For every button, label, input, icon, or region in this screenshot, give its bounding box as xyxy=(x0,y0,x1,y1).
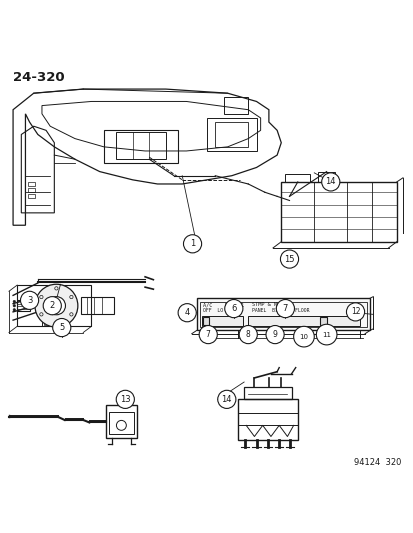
Bar xyxy=(237,399,297,440)
Circle shape xyxy=(183,235,201,253)
Circle shape xyxy=(54,303,59,308)
Circle shape xyxy=(346,303,364,321)
Circle shape xyxy=(199,326,217,344)
Bar xyxy=(27,195,35,198)
Text: 13: 13 xyxy=(120,395,130,404)
Bar xyxy=(285,174,309,182)
Text: 6: 6 xyxy=(230,304,236,313)
Bar xyxy=(199,302,366,327)
Bar xyxy=(248,317,359,326)
Circle shape xyxy=(178,304,196,322)
Text: 2: 2 xyxy=(50,301,55,310)
Text: 3: 3 xyxy=(27,296,32,305)
Bar xyxy=(116,132,165,159)
Bar xyxy=(44,318,64,325)
Circle shape xyxy=(321,173,339,191)
Circle shape xyxy=(21,291,38,310)
Bar xyxy=(106,405,137,438)
Circle shape xyxy=(43,297,61,315)
Text: 14: 14 xyxy=(221,395,232,404)
Bar xyxy=(318,172,334,182)
Text: STMP & NOSE: STMP & NOSE xyxy=(252,302,286,308)
Bar xyxy=(17,300,30,311)
Bar xyxy=(196,298,369,330)
Bar xyxy=(320,317,326,325)
Text: 7: 7 xyxy=(205,330,210,339)
Text: 9: 9 xyxy=(272,330,277,339)
Text: 12: 12 xyxy=(350,308,359,317)
Bar xyxy=(201,317,242,326)
Circle shape xyxy=(224,300,242,318)
Circle shape xyxy=(13,304,16,307)
Circle shape xyxy=(116,390,134,408)
Bar xyxy=(109,412,133,434)
Circle shape xyxy=(266,326,283,344)
Circle shape xyxy=(293,326,313,347)
Bar xyxy=(81,297,114,314)
Bar xyxy=(42,316,66,326)
Circle shape xyxy=(217,390,235,408)
Circle shape xyxy=(35,284,78,327)
Text: 14: 14 xyxy=(325,177,335,187)
Circle shape xyxy=(47,297,65,315)
Circle shape xyxy=(275,300,294,318)
Bar xyxy=(223,98,248,114)
Text: 11: 11 xyxy=(321,332,330,337)
Text: 10: 10 xyxy=(299,334,308,340)
Text: 15: 15 xyxy=(284,255,294,264)
Bar xyxy=(280,182,396,242)
Text: OFF  LO  HI: OFF LO HI xyxy=(202,308,234,313)
Bar xyxy=(244,387,291,399)
Bar xyxy=(27,182,35,186)
Bar xyxy=(215,122,248,147)
Text: 8: 8 xyxy=(245,330,250,339)
Circle shape xyxy=(316,324,336,345)
Text: 7: 7 xyxy=(282,304,287,313)
Text: 4: 4 xyxy=(184,308,190,317)
Text: 24-320: 24-320 xyxy=(13,70,64,84)
Text: 1: 1 xyxy=(190,239,195,248)
Text: A/C    HEATER: A/C HEATER xyxy=(202,302,243,308)
Circle shape xyxy=(239,326,257,344)
Text: 5: 5 xyxy=(59,323,64,332)
Bar xyxy=(27,188,35,192)
Text: PANEL  BI-LEV  FLOOR: PANEL BI-LEV FLOOR xyxy=(252,308,309,313)
Circle shape xyxy=(280,250,298,268)
Circle shape xyxy=(13,309,16,311)
Bar xyxy=(203,317,209,325)
Circle shape xyxy=(13,300,16,303)
Circle shape xyxy=(52,319,71,337)
Text: 94124  320: 94124 320 xyxy=(353,458,400,466)
